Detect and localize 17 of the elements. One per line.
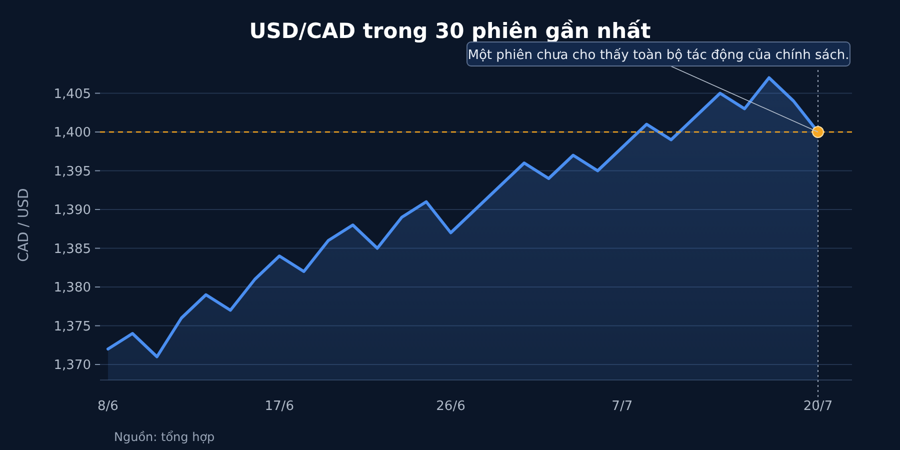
y-tick-label: 1,395 (54, 164, 91, 180)
x-tick-label: 8/6 (98, 399, 118, 414)
y-tick-label: 1,375 (54, 319, 91, 334)
x-tick-label: 20/7 (803, 399, 833, 414)
y-tick-label: 1,390 (54, 203, 91, 218)
y-tick-label: 1,400 (54, 126, 91, 140)
y-tick-label: 1,380 (54, 280, 91, 296)
y-tick-label: 1,405 (54, 86, 91, 102)
annotation: Một phiên chưa cho thấy toàn bộ tác động của chính sách. (468, 48, 850, 63)
x-tick-label: 26/6 (436, 399, 466, 414)
x-tick-label: 7/7 (612, 399, 633, 414)
y-tick-label: 1,385 (54, 242, 91, 257)
x-tick-label: 17/6 (264, 399, 294, 414)
y-axis-title: CAD / USD (16, 188, 32, 262)
chart-title: USD/CAD trong 30 phiên gần nhất (249, 19, 651, 43)
text: Nguồn: tổng hợp (114, 430, 215, 444)
y-tick-label: 1,370 (54, 358, 91, 373)
